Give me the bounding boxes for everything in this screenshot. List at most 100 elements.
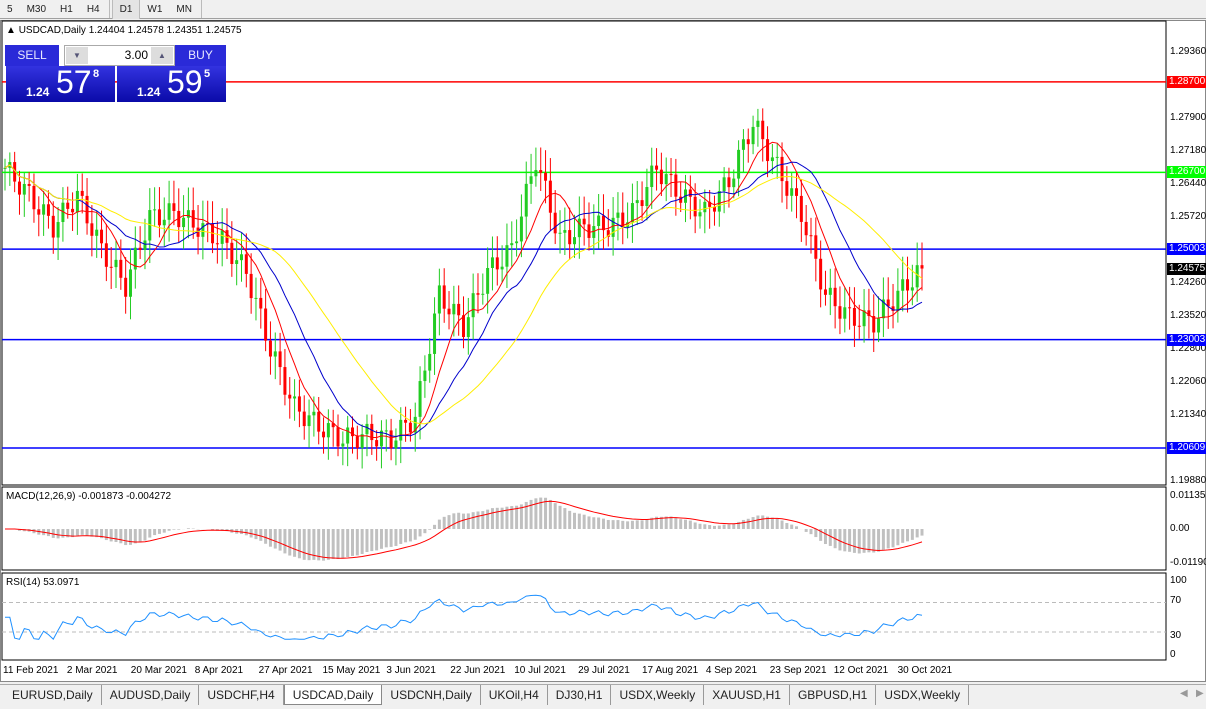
candle-body <box>302 411 306 427</box>
candle-body <box>862 310 866 327</box>
macd-histogram-bar <box>341 529 345 559</box>
candle-body <box>703 201 707 213</box>
level-price-tag: 1.20609 <box>1167 441 1206 454</box>
candle-body <box>230 242 234 264</box>
macd-histogram-bar <box>157 529 161 534</box>
macd-histogram-bar <box>693 522 697 529</box>
chart-tab[interactable]: UKOil,H4 <box>481 685 548 705</box>
candle-body <box>495 257 499 270</box>
tf-d1[interactable]: D1 <box>111 0 141 19</box>
chart-tab[interactable]: GBPUSD,H1 <box>790 685 877 705</box>
candle-body <box>278 351 282 368</box>
sell-price[interactable]: 1.24 57 8 <box>6 64 115 102</box>
macd-histogram-bar <box>389 529 393 547</box>
collapse-arrow-icon[interactable]: ▲ <box>6 25 19 36</box>
candle-body <box>27 183 31 186</box>
macd-histogram-bar <box>548 499 552 529</box>
price-axis-label: 1.27180 <box>1170 144 1206 156</box>
increase-lot-icon[interactable]: ▲ <box>151 47 173 64</box>
chart-header: ▲ USDCAD,Daily 1.24404 1.24578 1.24351 1… <box>6 25 242 36</box>
tf-m5[interactable]: 5 <box>7 4 13 15</box>
tf-w1[interactable]: W1 <box>147 4 163 15</box>
date-axis-label: 15 May 2021 <box>322 665 381 676</box>
candle-body <box>867 310 871 317</box>
one-click-trading-panel: SELL ▼ 3.00 ▲ BUY 1.24 57 8 1.24 59 5 <box>5 45 226 102</box>
macd-histogram-bar <box>331 529 335 559</box>
macd-histogram-bar <box>563 508 567 529</box>
chart-tab[interactable]: USDCAD,Daily <box>283 685 383 705</box>
candle-body <box>645 187 649 207</box>
candle-body <box>191 210 195 228</box>
macd-histogram-bar <box>524 501 528 529</box>
candle-body <box>693 196 697 217</box>
chart-tab[interactable]: USDCNH,Daily <box>382 685 481 705</box>
candle-body <box>297 396 301 412</box>
candle-body <box>799 195 803 222</box>
lot-input[interactable]: 3.00 <box>124 48 148 62</box>
macd-histogram-bar <box>153 529 157 536</box>
candle-body <box>621 212 625 227</box>
tf-m30[interactable]: M30 <box>26 4 47 15</box>
macd-histogram-bar <box>143 529 147 541</box>
macd-histogram-bar <box>500 507 504 529</box>
buy-price[interactable]: 1.24 59 5 <box>117 64 226 102</box>
candle-body <box>756 120 760 127</box>
candle-body <box>727 177 731 188</box>
candle-body <box>592 226 596 238</box>
macd-histogram-bar <box>640 520 644 529</box>
macd-histogram-bar <box>891 529 895 548</box>
macd-histogram-bar <box>186 528 190 529</box>
macd-histogram-bar <box>679 519 683 529</box>
candle-body <box>13 162 17 182</box>
chart-window[interactable] <box>0 20 1206 682</box>
rsi-axis-label: 30 <box>1170 630 1182 641</box>
macd-histogram-bar <box>56 529 60 539</box>
macd-histogram-bar <box>283 529 287 554</box>
date-axis-label: 2 Mar 2021 <box>66 665 118 676</box>
price-axis-label: 1.23520 <box>1170 310 1206 322</box>
candle-body <box>215 243 219 245</box>
scroll-right-icon[interactable]: ▶ <box>1196 688 1204 699</box>
macd-histogram-bar <box>346 529 350 558</box>
rsi-axis-label: 0 <box>1170 649 1176 660</box>
macd-histogram-bar <box>688 520 692 529</box>
candle-body <box>780 156 784 182</box>
level-price-tag: 1.26700 <box>1167 166 1206 179</box>
chart-tab[interactable]: XAUUSD,H1 <box>704 685 790 705</box>
sell-button[interactable]: SELL <box>5 45 59 66</box>
decrease-lot-icon[interactable]: ▼ <box>66 47 88 64</box>
price-chart[interactable] <box>0 0 1206 684</box>
macd-histogram-bar <box>597 517 601 529</box>
scroll-left-icon[interactable]: ◀ <box>1180 688 1188 699</box>
chart-tab[interactable]: USDX,Weekly <box>611 685 705 705</box>
candle-body <box>177 210 181 228</box>
buy-button[interactable]: BUY <box>175 45 226 66</box>
chart-tab[interactable]: USDX,Weekly <box>876 685 970 705</box>
tf-h1[interactable]: H1 <box>60 4 73 15</box>
candle-body <box>128 269 132 297</box>
tf-h4[interactable]: H4 <box>86 4 100 15</box>
macd-histogram-bar <box>80 529 84 535</box>
macd-histogram-bar <box>587 516 591 529</box>
tf-mn[interactable]: MN <box>176 4 192 15</box>
lot-size-stepper[interactable]: ▼ 3.00 ▲ <box>64 45 175 66</box>
candle-body <box>322 431 326 438</box>
date-axis-label: 10 Jul 2021 <box>514 665 566 676</box>
macd-histogram-bar <box>732 523 736 529</box>
chart-tab[interactable]: USDCHF,H4 <box>199 685 284 705</box>
candle-body <box>71 208 75 213</box>
candle-body <box>785 181 789 196</box>
divider <box>200 0 202 18</box>
macd-histogram-bar <box>220 529 224 531</box>
chart-tab[interactable]: EURUSD,Daily <box>4 685 102 705</box>
candle-body <box>157 209 161 226</box>
macd-histogram-bar <box>708 525 712 529</box>
chart-tab[interactable]: AUDUSD,Daily <box>102 685 200 705</box>
candle-body <box>679 196 683 203</box>
candle-body <box>66 202 70 209</box>
candle-body <box>288 394 292 399</box>
chart-tab[interactable]: DJ30,H1 <box>548 685 612 705</box>
macd-histogram-bar <box>71 529 75 538</box>
macd-histogram-bar <box>780 520 784 529</box>
candle-body <box>85 195 89 224</box>
